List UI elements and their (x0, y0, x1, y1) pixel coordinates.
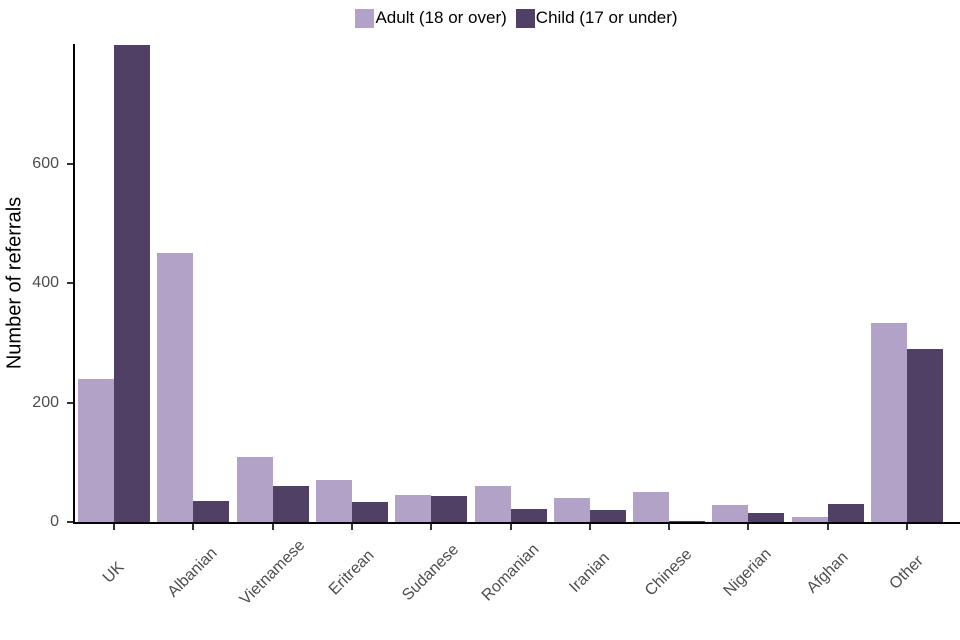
x-tick (430, 524, 433, 530)
x-tick (509, 524, 512, 530)
x-tick (192, 524, 195, 530)
x-tick-label-sudanese: Sudanese (399, 541, 463, 605)
y-tick (67, 162, 73, 165)
x-tick (113, 524, 115, 530)
bar-adult-afghan (791, 517, 828, 522)
y-tick (67, 282, 73, 284)
bar-child-uk (114, 45, 150, 522)
legend-swatch-child (515, 8, 535, 28)
y-tick (67, 401, 73, 404)
bar-adult-chinese (633, 491, 670, 522)
bar-child-romanian (510, 508, 547, 522)
y-tick-label: 600 (32, 154, 59, 172)
x-tick (350, 524, 353, 530)
y-tick-label: 200 (32, 393, 59, 411)
bar-adult-nigerian (712, 505, 749, 522)
bar-adult-vietnamese (236, 457, 273, 522)
x-tick (588, 524, 591, 530)
x-tick-label-albanian: Albanian (164, 544, 221, 601)
y-axis-line (73, 44, 75, 524)
bar-adult-romanian (474, 485, 511, 522)
legend-label-child: Child (17 or under) (535, 8, 678, 27)
bar-child-chinese (669, 520, 706, 522)
x-tick (826, 524, 829, 530)
x-tick (271, 524, 274, 530)
x-tick-label-nigerian: Nigerian (720, 545, 776, 600)
legend: Adult (18 or over) Child (17 or under) (75, 6, 958, 30)
y-tick-label: 400 (32, 274, 59, 291)
bar-adult-uk (78, 378, 114, 522)
bar-child-iranian (589, 510, 626, 522)
bar-child-afghan (827, 504, 864, 522)
y-tick (67, 521, 73, 523)
x-tick-label-chinese: Chinese (641, 545, 696, 600)
bar-adult-albanian (157, 253, 194, 522)
y-tick-label: 0 (50, 513, 59, 530)
legend-item-child: Child (17 or under) (515, 8, 678, 28)
x-tick-label-other: Other (886, 552, 927, 593)
legend-swatch-adult (355, 8, 375, 28)
bar-child-eritrean (351, 502, 388, 522)
bar-child-vietnamese (272, 485, 309, 522)
x-tick (668, 524, 671, 530)
x-tick (747, 524, 750, 530)
bar-adult-eritrean (315, 480, 352, 522)
x-tick-label-uk: UK (99, 558, 128, 587)
legend-item-adult: Adult (18 or over) (355, 8, 507, 28)
bar-adult-other (871, 323, 907, 522)
x-tick-label-romanian: Romanian (478, 540, 542, 605)
x-tick (906, 524, 908, 530)
x-tick-label-vietnamese: Vietnamese (236, 536, 309, 609)
bar-child-other (907, 348, 943, 522)
x-tick-label-afghan: Afghan (803, 548, 852, 597)
bar-adult-sudanese (395, 494, 432, 522)
legend-label-adult: Adult (18 or over) (375, 8, 507, 27)
bar-child-albanian (193, 501, 230, 522)
bar-child-nigerian (748, 513, 785, 522)
bar-child-sudanese (431, 495, 468, 522)
x-tick-label-eritrean: Eritrean (325, 546, 378, 599)
bar-adult-iranian (553, 498, 590, 522)
x-axis-line (73, 522, 960, 524)
x-tick-label-iranian: Iranian (566, 549, 613, 596)
